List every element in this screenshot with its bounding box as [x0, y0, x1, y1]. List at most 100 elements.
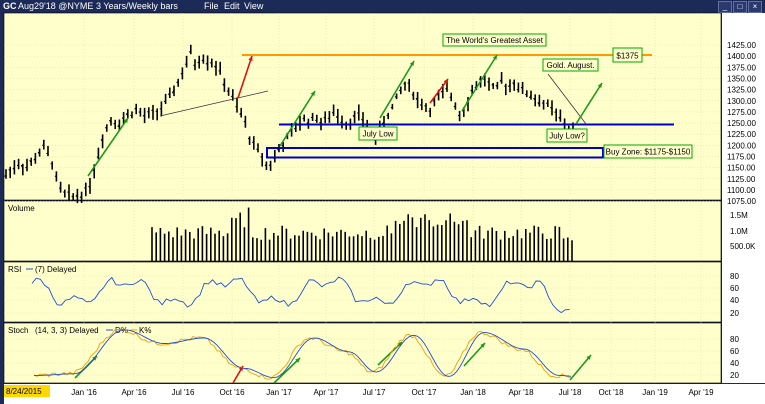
- price-bar-open: [340, 121, 343, 124]
- menu-file[interactable]: File: [204, 1, 219, 11]
- price-bar-open: [46, 152, 49, 155]
- price-bar-open: [550, 106, 553, 110]
- price-panel: [3, 12, 722, 201]
- date-tick-label: Jan '17: [266, 388, 292, 397]
- k-legend-label: K%: [139, 326, 151, 335]
- stoch-params-label: (14, 3, 3) Delayed: [35, 326, 99, 335]
- price-bar-open: [483, 78, 485, 80]
- price-bar-open: [541, 102, 544, 105]
- price-bar-open: [88, 186, 91, 188]
- price-bar-open: [209, 62, 213, 64]
- price-bar-open: [92, 169, 95, 172]
- price-bar-open: [193, 64, 196, 67]
- price-bar-open: [524, 93, 528, 96]
- menu-edit[interactable]: Edit: [224, 1, 240, 11]
- rsi-params-label: (7) Delayed: [35, 265, 76, 274]
- price-bar-open: [277, 148, 280, 152]
- up-arrow: [379, 60, 415, 119]
- price-bar-open: [415, 97, 419, 101]
- menu-view[interactable]: View: [244, 1, 264, 11]
- price-bar-open: [382, 121, 385, 124]
- rsi-panel: [3, 261, 722, 323]
- price-bar-open: [335, 115, 339, 118]
- buy-zone-label: Buy Zone: $1175-$1150: [603, 144, 693, 159]
- price-axis-strip: [722, 13, 765, 383]
- date-tick-label: Apr '17: [313, 388, 339, 397]
- price-bar-open: [398, 89, 402, 92]
- july-low-question-label: July Low?: [546, 128, 588, 143]
- price-bar-open: [151, 109, 154, 111]
- symbol-label: GC: [3, 1, 17, 11]
- date-tick-label: Oct '16: [219, 388, 245, 397]
- price-bar-open: [37, 151, 41, 155]
- price-tick-label: 1250.00: [727, 119, 756, 128]
- gold-august-label: Gold. August.: [542, 58, 599, 72]
- price-tick-label: 1125.00: [727, 175, 756, 184]
- date-tick-label: Oct '18: [598, 388, 624, 397]
- price-bar-open: [537, 102, 540, 106]
- price-tick-label: 1300.00: [727, 97, 756, 106]
- price-bar-open: [323, 116, 326, 119]
- minimize-button[interactable]: _: [718, 1, 732, 13]
- price-bar-open: [478, 78, 481, 80]
- price-bar-open: [197, 61, 200, 64]
- price-bar-open: [495, 84, 498, 88]
- price-bar-open: [12, 167, 15, 170]
- price-bar-open: [432, 100, 435, 102]
- price-bar-open: [520, 86, 523, 89]
- price-bar-open: [264, 164, 267, 167]
- price-bar-open: [260, 156, 263, 158]
- maximize-button[interactable]: □: [733, 1, 747, 13]
- down-arrow: [237, 55, 253, 99]
- price-bar-open: [268, 164, 271, 167]
- price-bar-open: [176, 80, 179, 84]
- price-tick-label: 1350.00: [727, 74, 756, 83]
- svg-text:July Low?: July Low?: [549, 132, 585, 141]
- price-bar-open: [247, 137, 250, 140]
- close-button[interactable]: ×: [748, 1, 762, 13]
- stoch-axis: 80 60 40 20: [730, 335, 739, 380]
- price-tick-label: 1425.00: [727, 41, 756, 50]
- price-bar-open: [205, 62, 208, 65]
- price-bar-open: [411, 93, 414, 96]
- trend-line: [159, 90, 269, 117]
- price-bar-open: [394, 95, 397, 98]
- start-date-box: [4, 385, 50, 397]
- price-bar-open: [327, 117, 330, 120]
- svg-text:July Low: July Low: [362, 130, 393, 139]
- date-tick-label: Jan '18: [460, 388, 486, 397]
- price-bar-open: [428, 110, 431, 112]
- price-bar-open: [113, 122, 116, 125]
- price-bar-open: [528, 95, 532, 99]
- price-bar-open: [314, 119, 318, 122]
- price-tick-label: 1100.00: [727, 186, 756, 195]
- up-arrow: [463, 342, 486, 367]
- downtrend-line: [547, 73, 587, 125]
- price-bar-open: [130, 114, 133, 117]
- price-tick-label: 1200.00: [727, 141, 756, 150]
- rsi-tick-label: 60: [730, 284, 739, 293]
- price-bar-open: [167, 93, 171, 96]
- stoch-panel: [3, 322, 722, 384]
- price-axis: 1425.00 1400.00 1375.00 1350.00 1325.00 1300.…: [727, 41, 756, 206]
- volume-axis: 1.5M 1.0M 500.0K: [730, 211, 756, 251]
- volume-tick-label: 1.5M: [730, 211, 748, 220]
- date-axis-strip: [4, 384, 765, 404]
- volume-panel-label: Volume: [8, 204, 35, 213]
- price-bar-open: [230, 95, 234, 98]
- price-bar-open: [507, 84, 511, 88]
- price-bar-open: [142, 114, 145, 117]
- price-bar-open: [20, 164, 24, 169]
- start-date-label: 8/24/2015: [6, 387, 42, 396]
- price-bar-open: [138, 111, 141, 114]
- price-bar-open: [251, 141, 255, 144]
- price-bar-open: [302, 117, 305, 120]
- price-bar-open: [352, 114, 356, 118]
- down-arrow: [429, 78, 449, 104]
- date-tick-label: Jan '16: [71, 388, 97, 397]
- price-bar-open: [554, 110, 557, 113]
- up-arrow: [569, 354, 592, 381]
- price-bar-open: [256, 148, 259, 151]
- price-bar-open: [79, 196, 82, 199]
